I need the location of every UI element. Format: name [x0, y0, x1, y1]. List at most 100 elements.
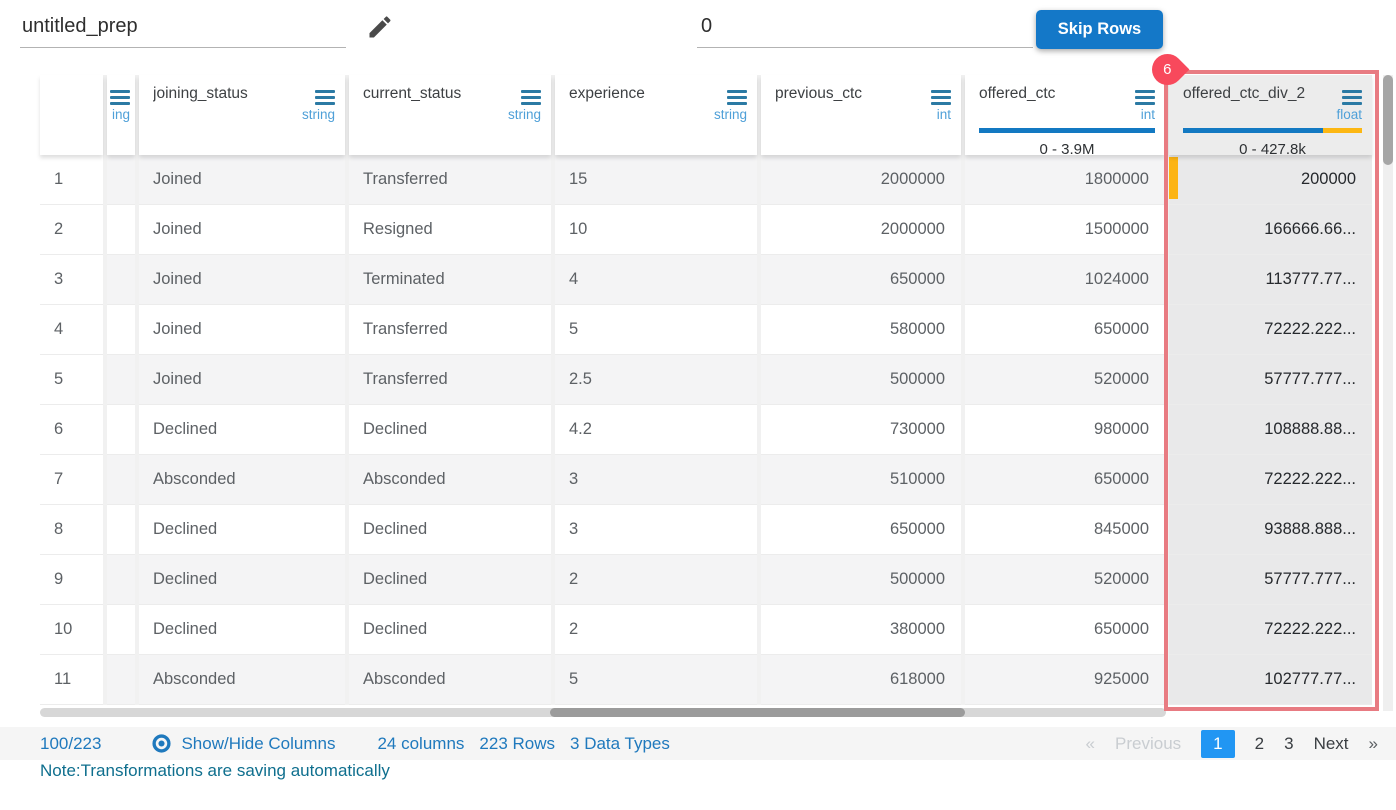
- cell-text: Declined: [363, 570, 428, 588]
- skip-rows-input[interactable]: [697, 10, 1033, 48]
- table-cell-offered_ctc_div_2: 93888.888...: [1169, 505, 1372, 555]
- truncated-cell: [107, 405, 135, 455]
- cell-text: Joined: [153, 170, 202, 188]
- column-header-previous-ctc: previous_ctc int: [761, 75, 961, 155]
- pagination-next-button[interactable]: Next: [1313, 733, 1349, 753]
- table-cell-offered_ctc_div_2: 57777.777...: [1169, 555, 1372, 605]
- table-footer: 100/223 Show/Hide Columns 24 columns 223…: [0, 727, 1396, 760]
- cell-text: 618000: [889, 670, 945, 688]
- cell-text: 72222.222...: [1264, 320, 1356, 338]
- pagination-page-3[interactable]: 3: [1284, 733, 1294, 753]
- vertical-scrollbar-thumb[interactable]: [1383, 75, 1393, 165]
- cell-text: Joined: [153, 220, 202, 238]
- table-cell-previous_ctc: 650000: [761, 505, 961, 555]
- table-cell-offered_ctc_div_2: 72222.222...: [1169, 455, 1372, 505]
- cell-text: Declined: [363, 420, 428, 438]
- column-menu-icon[interactable]: [727, 90, 747, 105]
- table-cell-previous_ctc: 618000: [761, 655, 961, 705]
- cell-text: Absconded: [363, 470, 446, 488]
- column-menu-icon[interactable]: [1342, 90, 1362, 105]
- cell-text: 1800000: [1084, 170, 1149, 188]
- column-type-label: ing: [111, 107, 130, 122]
- table-cell-current_status: Declined: [349, 405, 551, 455]
- column-menu-icon[interactable]: [521, 90, 541, 105]
- column-header-current-status: current_status string: [349, 75, 551, 155]
- pagination: « Previous 1 2 3 Next »: [1086, 727, 1378, 760]
- cell-text: Declined: [363, 620, 428, 638]
- pagination-previous-button[interactable]: Previous: [1115, 733, 1182, 753]
- table-cell-previous_ctc: 500000: [761, 555, 961, 605]
- table-cell-current_status: Transferred: [349, 355, 551, 405]
- table-cell-joining_status: Joined: [139, 255, 345, 305]
- table-cell-current_status: Resigned: [349, 205, 551, 255]
- cell-text: 2000000: [880, 220, 945, 238]
- cell-text: 520000: [1093, 570, 1149, 588]
- column-type-label: string: [507, 107, 541, 122]
- cell-text: Transferred: [363, 370, 448, 388]
- edit-name-button[interactable]: [364, 12, 396, 44]
- table-cell-experience: 15: [555, 155, 757, 205]
- table-cell-offered_ctc_div_2: 113777.77...: [1169, 255, 1372, 305]
- cell-text: 3: [569, 470, 579, 488]
- horizontal-scrollbar-thumb[interactable]: [550, 708, 965, 717]
- column-menu-icon[interactable]: [1135, 90, 1155, 105]
- table-cell-offered_ctc_div_2: 108888.88...: [1169, 405, 1372, 455]
- cell-text: 72222.222...: [1264, 620, 1356, 638]
- row-number: 11: [40, 655, 103, 705]
- pagination-page-1[interactable]: 1: [1201, 729, 1235, 758]
- badge-count: 6: [1163, 61, 1172, 78]
- table-cell-joining_status: Declined: [139, 605, 345, 655]
- table-cell-experience: 2: [555, 555, 757, 605]
- show-hide-columns-button[interactable]: Show/Hide Columns: [151, 733, 335, 754]
- cell-text: 730000: [889, 420, 945, 438]
- column-name: offered_ctc: [979, 85, 1056, 102]
- column-menu-icon[interactable]: [315, 90, 335, 105]
- column-range-label: 0 - 3.9M: [1039, 141, 1095, 158]
- cell-text: Terminated: [363, 270, 445, 288]
- horizontal-scrollbar-track[interactable]: [40, 708, 1166, 717]
- table-cell-offered_ctc: 650000: [965, 305, 1165, 355]
- skip-rows-button[interactable]: Skip Rows: [1036, 10, 1163, 49]
- column-name: current_status: [363, 85, 462, 102]
- truncated-cell: [107, 255, 135, 305]
- table-cell-experience: 5: [555, 655, 757, 705]
- cell-text: 4: [569, 270, 579, 288]
- cell-text: 2: [569, 620, 579, 638]
- pagination-last-icon[interactable]: »: [1368, 733, 1378, 753]
- truncated-cell: [107, 155, 135, 205]
- column-range-label: 0 - 427.8k: [1239, 141, 1306, 158]
- row-number: 10: [40, 605, 103, 655]
- column-previous-ctc: previous_ctc int 2000000 2000000 650000 580…: [761, 75, 961, 705]
- table-cell-experience: 3: [555, 505, 757, 555]
- table-cell-offered_ctc_div_2: 57777.777...: [1169, 355, 1372, 405]
- truncated-cell: [107, 205, 135, 255]
- row-number: 5: [40, 355, 103, 405]
- table-cell-previous_ctc: 500000: [761, 355, 961, 405]
- row-number: 4: [40, 305, 103, 355]
- table-cell-offered_ctc: 650000: [965, 605, 1165, 655]
- cell-text: 166666.66...: [1264, 220, 1356, 238]
- cell-text: 650000: [1093, 320, 1149, 338]
- column-distribution-bar: [979, 128, 1155, 133]
- table-cell-joining_status: Joined: [139, 305, 345, 355]
- column-menu-icon[interactable]: [110, 90, 130, 105]
- pagination-first-icon[interactable]: «: [1085, 733, 1096, 753]
- table-cell-offered_ctc: 1500000: [965, 205, 1165, 255]
- row-number: 9: [40, 555, 103, 605]
- row-number: 7: [40, 455, 103, 505]
- cell-text: 57777.777...: [1264, 570, 1356, 588]
- prep-name-input[interactable]: [20, 10, 346, 48]
- column-header-offered-ctc: offered_ctc int 0 - 3.9M: [965, 75, 1165, 158]
- pagination-page-2[interactable]: 2: [1254, 733, 1265, 753]
- truncated-cell: [107, 305, 135, 355]
- edited-cell-marker: [1169, 157, 1178, 199]
- row-number: 6: [40, 405, 103, 455]
- vertical-scrollbar-track[interactable]: [1383, 75, 1393, 711]
- column-menu-icon[interactable]: [931, 90, 951, 105]
- table-cell-current_status: Absconded: [349, 455, 551, 505]
- table-cell-offered_ctc: 1024000: [965, 255, 1165, 305]
- row-number: 8: [40, 505, 103, 555]
- truncated-cell: [107, 455, 135, 505]
- table-cell-offered_ctc_div_2: 72222.222...: [1169, 605, 1372, 655]
- column-row-numbers: 1 2 3 4 5 6 7 8 9 10 11: [40, 75, 103, 705]
